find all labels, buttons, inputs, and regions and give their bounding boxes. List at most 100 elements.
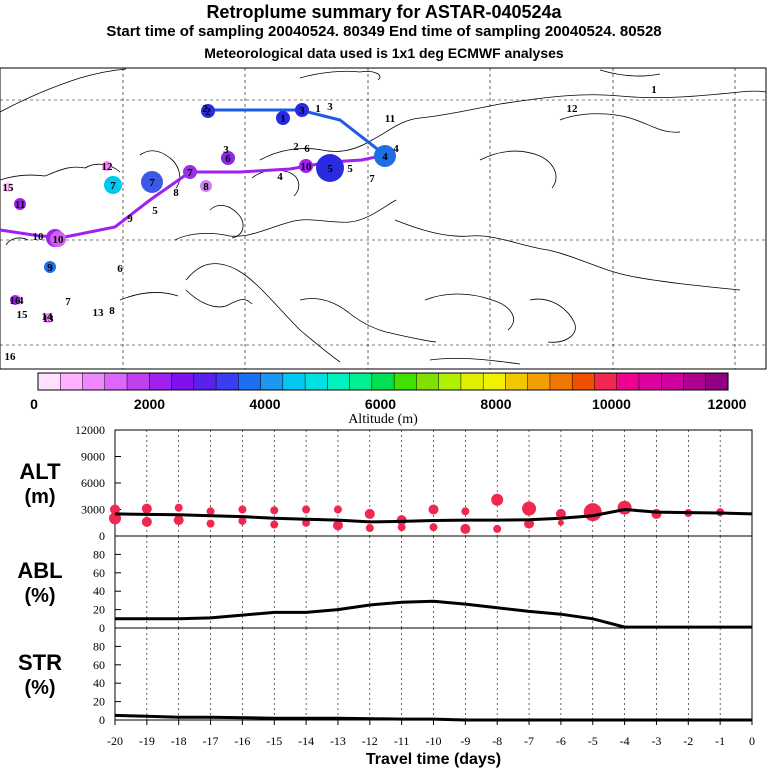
alt-point xyxy=(270,520,279,529)
x-tick-label: -10 xyxy=(426,734,442,748)
map-cluster-label: 13 xyxy=(43,313,55,325)
map-cluster-dot xyxy=(10,295,20,305)
map-day-label: 6 xyxy=(117,263,123,275)
x-tick-label: -2 xyxy=(683,734,693,748)
map-cluster-dot xyxy=(316,154,344,182)
x-tick-label: -16 xyxy=(234,734,250,748)
y-tick-label: 40 xyxy=(93,676,105,690)
panel-ylabel-line2: (m) xyxy=(24,486,55,508)
map-day-label: 4 xyxy=(277,171,283,183)
map-cluster-dot xyxy=(299,159,313,173)
y-tick-label: 6000 xyxy=(81,476,105,490)
map-cluster-dot xyxy=(141,171,163,193)
map-cluster-label: 6 xyxy=(225,153,231,165)
y-tick-label: 80 xyxy=(93,639,105,653)
map-cluster-label: 8 xyxy=(203,181,209,193)
map-cluster-label: 9 xyxy=(47,262,53,274)
x-tick-label: -19 xyxy=(139,734,155,748)
map-cluster: 9 xyxy=(44,261,56,274)
time-series-panels: 120009000600030000ALT(m)806040200ABL(%)8… xyxy=(17,423,755,768)
colorbar-cell xyxy=(215,372,239,391)
chart-title: Retroplume summary for ASTAR-040524a xyxy=(206,2,562,22)
alt-point xyxy=(333,505,342,514)
y-tick-label: 0 xyxy=(99,713,105,727)
map-cluster-dot xyxy=(201,104,215,118)
x-tick-label: -3 xyxy=(651,734,661,748)
map-cluster-dot xyxy=(50,231,66,247)
alt-point xyxy=(583,503,602,522)
map-cluster-label: 11 xyxy=(15,199,25,211)
alt-point xyxy=(365,524,374,533)
y-tick-label: 40 xyxy=(93,584,105,598)
map-day-label: 7 xyxy=(65,296,71,308)
alt-point xyxy=(555,508,566,519)
alt-point xyxy=(173,515,184,526)
colorbar-tick-label: 12000 xyxy=(708,396,747,412)
alt-point xyxy=(493,524,502,533)
x-tick-label: -14 xyxy=(298,734,314,748)
coastlines xyxy=(0,68,767,365)
map-cluster: 13 xyxy=(43,313,55,325)
x-axis-label: Travel time (days) xyxy=(366,751,501,768)
map-cluster: 1 xyxy=(276,111,290,125)
colorbar-cell xyxy=(438,372,462,391)
alt-point xyxy=(522,501,537,516)
colorbar-tick-label: 2000 xyxy=(134,396,165,412)
x-tick-label: -18 xyxy=(171,734,187,748)
x-tick-label: -8 xyxy=(492,734,502,748)
map-cluster-dot xyxy=(221,151,235,165)
map-day-label: 4 xyxy=(393,143,399,155)
map-cluster-label: 4 xyxy=(382,151,388,163)
x-tick-label: -12 xyxy=(362,734,378,748)
panel-ylabel-line1: STR xyxy=(18,650,62,675)
map-day-label: 16 xyxy=(5,351,17,363)
panel-ylabel-line1: ABL xyxy=(17,558,62,583)
colorbar-cell xyxy=(638,372,662,391)
alt-point xyxy=(238,516,247,525)
colorbar-cell xyxy=(82,372,106,391)
trajectory-map: 12345677891011121314151610710 1234567891… xyxy=(0,67,767,370)
alt-point xyxy=(460,523,471,534)
colorbar-cell xyxy=(416,372,440,391)
colorbar-cell xyxy=(482,372,506,391)
altitude-colorbar: 0 2000 4000 6000 8000 10000 12000 Altitude (m) xyxy=(30,372,747,427)
abl-panel: 80 60 40 20 0 ABL(%) xyxy=(17,535,753,635)
x-tick-label: -9 xyxy=(460,734,470,748)
alt-point xyxy=(461,507,470,516)
alt-point xyxy=(491,493,504,506)
map-cluster: 11 xyxy=(14,198,26,211)
map-cluster-dot xyxy=(183,165,197,179)
alt-point xyxy=(557,519,564,526)
y-tick-label: 60 xyxy=(93,566,105,580)
map-day-label: 8 xyxy=(173,187,179,199)
map-day-label: 10 xyxy=(33,231,45,243)
alt-point xyxy=(397,523,406,532)
map-cluster-dot xyxy=(102,161,112,171)
x-tick-label: -13 xyxy=(330,734,346,748)
alt-point xyxy=(206,519,215,528)
map-cluster: 6 xyxy=(221,151,235,165)
colorbar-cell xyxy=(260,372,284,391)
y-tick-label: 20 xyxy=(93,603,105,617)
colorbar-cell xyxy=(460,372,484,391)
map-day-label: 3 xyxy=(327,101,333,113)
map-cluster: 8 xyxy=(200,180,212,193)
map-cluster-dot xyxy=(374,145,396,167)
map-cluster: 2 xyxy=(201,104,215,118)
x-tick-label: -5 xyxy=(588,734,598,748)
map-cluster: 10 xyxy=(50,231,66,247)
map-cluster-label: 16 xyxy=(10,295,22,307)
map-cluster-label: 2 xyxy=(205,106,211,118)
x-tick-label: -15 xyxy=(266,734,282,748)
colorbar-cell xyxy=(660,372,685,391)
map-cluster-label: 7 xyxy=(149,177,155,189)
colorbar-cell xyxy=(393,372,417,391)
map-cluster-dot xyxy=(200,180,212,192)
colorbar-cell xyxy=(282,372,306,391)
map-day-label: 2 xyxy=(202,103,208,115)
y-tick-label: 80 xyxy=(93,547,105,561)
x-tick-label: -11 xyxy=(394,734,410,748)
map-cluster-dot xyxy=(276,111,290,125)
